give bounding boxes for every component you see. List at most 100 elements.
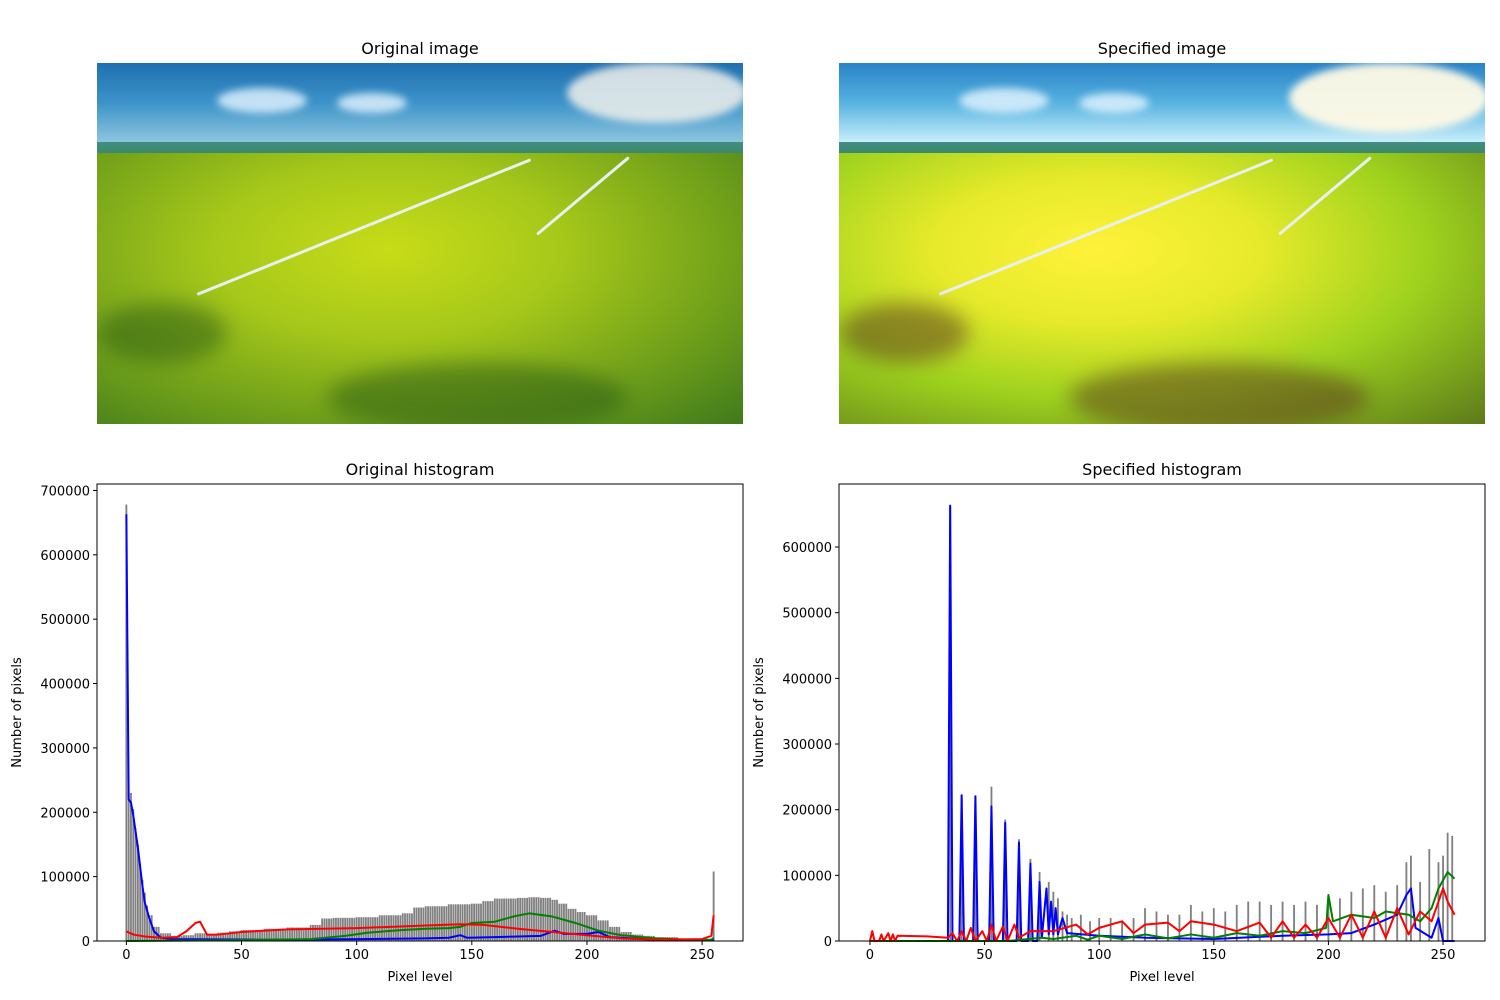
y-tick-label: 300000 <box>782 738 832 753</box>
specified-image <box>839 63 1485 424</box>
histogram-bar <box>447 904 450 941</box>
histogram-bar <box>201 933 204 941</box>
x-tick-label: 150 <box>1201 948 1226 963</box>
histogram-bar <box>579 912 581 941</box>
series-line-blue <box>125 514 715 942</box>
histogram-bar <box>247 930 250 941</box>
histogram-bar <box>341 917 344 941</box>
series-line-green <box>869 871 1456 942</box>
y-tick-label: 500000 <box>40 613 90 628</box>
histogram-bar <box>298 927 301 941</box>
histogram-bar <box>468 904 471 941</box>
histogram-bar <box>194 933 197 941</box>
histogram-bar <box>127 791 130 941</box>
x-axis-label: Pixel level <box>1129 970 1194 985</box>
histogram-bar <box>553 899 556 941</box>
histogram-bar <box>459 904 462 941</box>
histogram-bar <box>150 915 153 941</box>
histogram-bar <box>206 933 208 941</box>
histogram-bar <box>463 904 466 941</box>
histogram-bar <box>537 897 540 941</box>
histogram-bar <box>487 901 489 941</box>
histogram-bar <box>153 926 155 941</box>
histogram-bar <box>307 927 310 941</box>
histogram-bar <box>318 924 321 941</box>
histogram-bar <box>134 828 137 941</box>
histogram-bar <box>558 903 561 941</box>
series-line-green <box>126 912 715 942</box>
histogram-bar <box>556 899 558 941</box>
histogram-bar <box>143 892 146 941</box>
histogram-bar <box>358 917 360 941</box>
x-tick-label: 150 <box>459 948 484 963</box>
histogram-bar <box>390 915 393 941</box>
y-tick-label: 200000 <box>40 806 90 821</box>
histogram-bar <box>1070 918 1073 941</box>
histogram-bar <box>1167 914 1169 941</box>
y-tick-label: 0 <box>82 935 90 950</box>
histogram-bar <box>1304 901 1307 941</box>
histogram-bar <box>238 931 241 941</box>
chart-title: Specified histogram <box>1082 460 1242 479</box>
histogram-bar <box>219 932 222 941</box>
histogram-bar <box>1293 904 1295 941</box>
histogram-bar <box>1201 911 1204 941</box>
histogram-bar <box>1235 904 1238 941</box>
specified-image-title: Specified image <box>1097 39 1227 58</box>
histogram-bar <box>1428 849 1431 941</box>
histogram-bar <box>242 930 245 941</box>
histogram-bar <box>560 903 563 941</box>
histogram-bar <box>272 928 275 941</box>
histogram-bar <box>240 930 243 941</box>
histogram-bar <box>530 897 533 941</box>
histogram-bar <box>254 930 257 941</box>
histogram-bar <box>533 897 535 941</box>
histogram-bar <box>387 915 390 941</box>
histogram-bar <box>549 897 552 941</box>
histogram-bar <box>1061 911 1064 941</box>
y-axis-label: Number of pixels <box>10 657 25 768</box>
histogram-bar <box>282 928 284 941</box>
histogram-bar <box>328 918 330 941</box>
histogram-bar <box>259 930 261 941</box>
histogram-bar <box>199 933 201 941</box>
histogram-bar <box>235 931 238 941</box>
histogram-bar <box>222 932 225 941</box>
histogram-bar <box>482 901 485 941</box>
histogram-bar <box>252 930 254 941</box>
histogram-bar <box>429 906 432 941</box>
histogram-bar <box>960 795 963 941</box>
histogram-bar <box>974 795 977 941</box>
histogram-bar <box>415 907 418 941</box>
histogram-bar <box>422 907 425 941</box>
histogram-bar <box>367 917 370 941</box>
histogram-bar <box>330 918 333 941</box>
histogram-bar <box>1446 832 1449 941</box>
histogram-bar <box>364 917 367 941</box>
histogram-bar <box>261 930 264 941</box>
y-tick-label: 300000 <box>40 742 90 757</box>
histogram-bar <box>620 931 623 941</box>
histogram-bar <box>1224 911 1227 941</box>
histogram-bar <box>519 897 522 941</box>
histogram-bar <box>130 792 132 941</box>
histogram-bar <box>539 897 542 941</box>
histogram-bar <box>551 899 554 941</box>
histogram-bar <box>514 898 517 941</box>
histogram-bar <box>526 897 529 941</box>
x-tick-label: 0 <box>122 948 130 963</box>
histogram-bar <box>376 917 379 941</box>
histogram-bar <box>185 935 188 941</box>
histogram-bar <box>1258 901 1261 941</box>
histogram-bar <box>249 930 252 941</box>
histogram-bar <box>622 931 625 941</box>
histogram-bar <box>1029 858 1032 941</box>
histogram-bar <box>496 898 499 941</box>
histogram-bar <box>208 933 211 941</box>
x-tick-label: 50 <box>233 948 250 963</box>
histogram-bar <box>949 505 952 941</box>
histogram-bar <box>563 903 565 941</box>
histogram-bar <box>1410 855 1412 941</box>
y-tick-label: 600000 <box>40 549 90 564</box>
histogram-bar <box>277 928 280 941</box>
